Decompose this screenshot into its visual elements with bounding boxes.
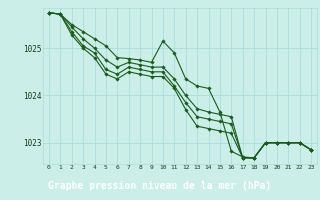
Text: Graphe pression niveau de la mer (hPa): Graphe pression niveau de la mer (hPa) bbox=[48, 181, 272, 191]
